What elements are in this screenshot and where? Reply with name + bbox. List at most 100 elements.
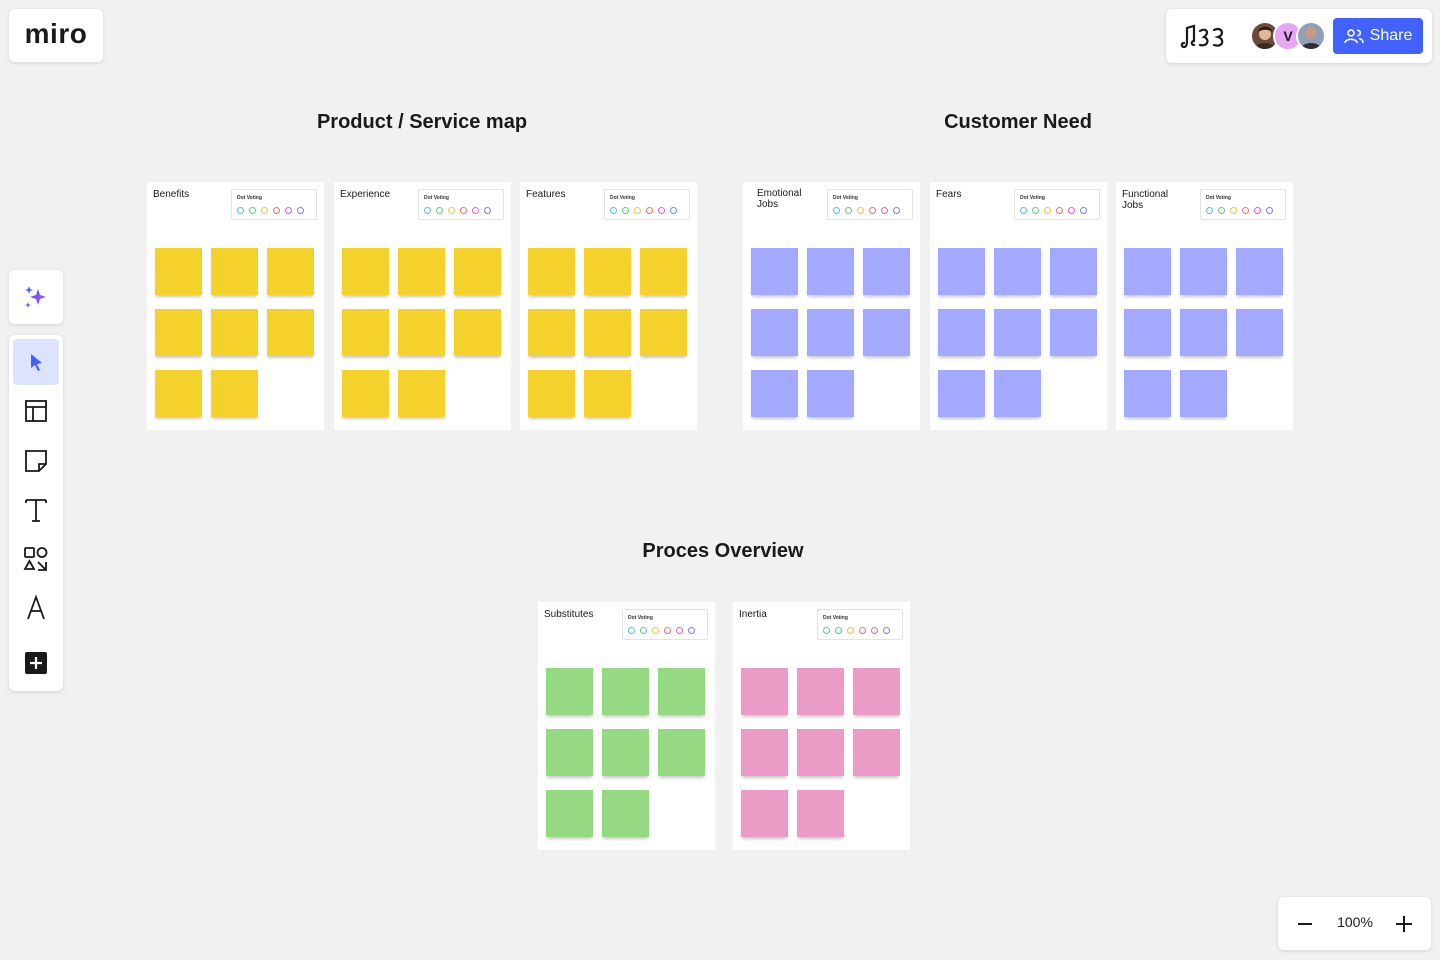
sticky-note[interactable]	[1050, 248, 1097, 295]
dot-voting-card[interactable]: Dot Voting	[1200, 189, 1286, 220]
frame-features[interactable]: Features Dot Voting	[520, 182, 697, 430]
vote-dot[interactable]	[857, 207, 864, 214]
sticky-note[interactable]	[853, 729, 900, 776]
sticky-note[interactable]	[741, 668, 788, 715]
sticky-note-tool[interactable]	[13, 438, 59, 484]
sticky-note[interactable]	[1124, 370, 1171, 417]
zoom-level[interactable]: 100%	[1337, 914, 1373, 930]
sticky-note[interactable]	[546, 790, 593, 837]
vote-dot[interactable]	[634, 207, 641, 214]
sticky-note[interactable]	[267, 248, 314, 295]
sticky-note[interactable]	[1180, 309, 1227, 356]
sticky-note[interactable]	[807, 248, 854, 295]
board-glyph-icon[interactable]	[1178, 21, 1232, 56]
sticky-note[interactable]	[807, 370, 854, 417]
vote-dot[interactable]	[1254, 207, 1261, 214]
sticky-note[interactable]	[602, 790, 649, 837]
sticky-note[interactable]	[741, 729, 788, 776]
vote-dot[interactable]	[472, 207, 479, 214]
vote-dot[interactable]	[859, 627, 866, 634]
frame-inertia[interactable]: Inertia Dot Voting	[733, 602, 910, 850]
vote-dot[interactable]	[676, 627, 683, 634]
sticky-note[interactable]	[640, 309, 687, 356]
pen-tool[interactable]	[13, 585, 59, 631]
vote-dot[interactable]	[1242, 207, 1249, 214]
sticky-note[interactable]	[640, 248, 687, 295]
vote-dot[interactable]	[460, 207, 467, 214]
dot-voting-card[interactable]: Dot Voting	[622, 609, 708, 640]
vote-dot[interactable]	[297, 207, 304, 214]
sticky-note[interactable]	[528, 370, 575, 417]
vote-dot[interactable]	[610, 207, 617, 214]
sticky-note[interactable]	[211, 370, 258, 417]
sticky-note[interactable]	[602, 729, 649, 776]
text-tool[interactable]	[13, 487, 59, 533]
sticky-note[interactable]	[546, 668, 593, 715]
dot-voting-card[interactable]: Dot Voting	[418, 189, 504, 220]
vote-dot[interactable]	[845, 207, 852, 214]
zoom-out-button[interactable]	[1290, 909, 1320, 939]
sticky-note[interactable]	[155, 248, 202, 295]
frame-functional-jobs[interactable]: Functional Jobs Dot Voting	[1116, 182, 1293, 430]
sticky-note[interactable]	[211, 248, 258, 295]
sticky-note[interactable]	[938, 309, 985, 356]
vote-dot[interactable]	[448, 207, 455, 214]
sticky-note[interactable]	[398, 370, 445, 417]
sticky-note[interactable]	[1236, 248, 1283, 295]
vote-dot[interactable]	[646, 207, 653, 214]
sticky-note[interactable]	[994, 248, 1041, 295]
vote-dot[interactable]	[285, 207, 292, 214]
sticky-note[interactable]	[398, 248, 445, 295]
sticky-note[interactable]	[155, 370, 202, 417]
dot-voting-card[interactable]: Dot Voting	[604, 189, 690, 220]
vote-dot[interactable]	[436, 207, 443, 214]
sticky-note[interactable]	[454, 248, 501, 295]
sticky-note[interactable]	[342, 370, 389, 417]
vote-dot[interactable]	[823, 627, 830, 634]
vote-dot[interactable]	[869, 207, 876, 214]
vote-dot[interactable]	[1056, 207, 1063, 214]
sticky-note[interactable]	[528, 309, 575, 356]
sticky-note[interactable]	[342, 309, 389, 356]
sticky-note[interactable]	[211, 309, 258, 356]
vote-dot[interactable]	[1218, 207, 1225, 214]
vote-dot[interactable]	[261, 207, 268, 214]
sticky-note[interactable]	[1124, 309, 1171, 356]
vote-dot[interactable]	[835, 627, 842, 634]
sticky-note[interactable]	[528, 248, 575, 295]
more-apps-tool[interactable]	[13, 640, 59, 686]
vote-dot[interactable]	[688, 627, 695, 634]
frame-substitutes[interactable]: Substitutes Dot Voting	[538, 602, 715, 850]
sticky-note[interactable]	[658, 668, 705, 715]
vote-dot[interactable]	[1230, 207, 1237, 214]
sticky-note[interactable]	[1124, 248, 1171, 295]
dot-voting-card[interactable]: Dot Voting	[817, 609, 903, 640]
sticky-note[interactable]	[602, 668, 649, 715]
vote-dot[interactable]	[640, 627, 647, 634]
dot-voting-card[interactable]: Dot Voting	[1014, 189, 1100, 220]
vote-dot[interactable]	[652, 627, 659, 634]
sticky-note[interactable]	[863, 248, 910, 295]
sticky-note[interactable]	[398, 309, 445, 356]
dot-voting-card[interactable]: Dot Voting	[827, 189, 913, 220]
frame-emotional-jobs[interactable]: Emotional Jobs Dot Voting	[743, 182, 920, 430]
sticky-note[interactable]	[751, 309, 798, 356]
vote-dot[interactable]	[1020, 207, 1027, 214]
sticky-note[interactable]	[1180, 248, 1227, 295]
vote-dot[interactable]	[1206, 207, 1213, 214]
vote-dot[interactable]	[1032, 207, 1039, 214]
frame-experience[interactable]: Experience Dot Voting	[334, 182, 511, 430]
sticky-note[interactable]	[807, 309, 854, 356]
vote-dot[interactable]	[833, 207, 840, 214]
vote-dot[interactable]	[670, 207, 677, 214]
sticky-note[interactable]	[342, 248, 389, 295]
vote-dot[interactable]	[1068, 207, 1075, 214]
vote-dot[interactable]	[1266, 207, 1273, 214]
sticky-note[interactable]	[1236, 309, 1283, 356]
sticky-note[interactable]	[155, 309, 202, 356]
vote-dot[interactable]	[871, 627, 878, 634]
vote-dot[interactable]	[237, 207, 244, 214]
vote-dot[interactable]	[847, 627, 854, 634]
avatar-user-3[interactable]	[1296, 21, 1326, 51]
vote-dot[interactable]	[273, 207, 280, 214]
